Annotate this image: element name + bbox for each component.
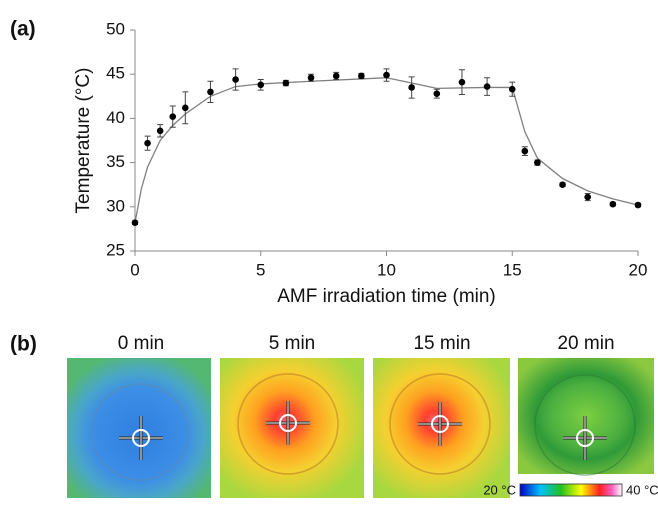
- x-tick-label: 15: [503, 260, 522, 279]
- panel-label: (b): [10, 333, 37, 356]
- data-point: [521, 147, 529, 155]
- data-point: [232, 76, 239, 83]
- data-point: [483, 83, 491, 90]
- x-tick-label: 20: [629, 260, 648, 279]
- x-tick-label: 5: [256, 260, 265, 279]
- image-label: 5 min: [269, 333, 315, 354]
- colorbar: [519, 483, 623, 497]
- thermal-image: [220, 358, 364, 498]
- data-point: [408, 84, 415, 91]
- thermal-image: [67, 358, 211, 498]
- data-point: [534, 159, 541, 166]
- fit-line: [134, 77, 639, 223]
- data-point: [584, 193, 591, 201]
- thermal-image: [373, 358, 510, 498]
- image-label: 20 min: [557, 333, 614, 354]
- data-point: [508, 85, 516, 93]
- data-point: [307, 74, 315, 82]
- data-point: [609, 200, 617, 208]
- data-point: [358, 72, 365, 80]
- y-tick-label: 30: [106, 196, 125, 215]
- colorbar-max: 40 °C: [626, 482, 658, 497]
- data-point: [257, 81, 265, 89]
- panel-label: (a): [10, 18, 36, 41]
- y-tick-label: 40: [106, 108, 125, 127]
- y-tick-label: 25: [106, 240, 125, 259]
- colorbar-min: 20 °C: [483, 482, 516, 497]
- image-label: 15 min: [413, 333, 470, 354]
- y-tick-label: 35: [106, 152, 125, 171]
- x-tick-label: 10: [377, 260, 396, 279]
- data-point: [634, 201, 642, 209]
- data-point: [282, 79, 290, 87]
- image-label: 0 min: [118, 333, 164, 354]
- data-point: [182, 104, 189, 112]
- thermal-image: [518, 358, 654, 476]
- data-point: [458, 78, 466, 86]
- data-point: [156, 127, 164, 135]
- x-tick-label: 0: [130, 260, 139, 279]
- plot-a: (a) 25 30 35 40 45 50 0 5 10 15 20 AMF irradiation t…: [10, 18, 647, 307]
- data-point: [131, 219, 139, 227]
- data-point: [332, 72, 340, 80]
- data-point: [144, 139, 151, 147]
- y-axis-label: Temperature (°C): [73, 68, 94, 214]
- data-point: [207, 88, 214, 96]
- y-tick-label: 50: [106, 19, 125, 38]
- data-point: [383, 71, 390, 79]
- y-tick-label: 45: [106, 64, 125, 83]
- data-point: [169, 113, 177, 120]
- x-axis-label: AMF irradiation time (min): [277, 286, 496, 307]
- data-point: [559, 181, 566, 188]
- data-point: [433, 90, 441, 97]
